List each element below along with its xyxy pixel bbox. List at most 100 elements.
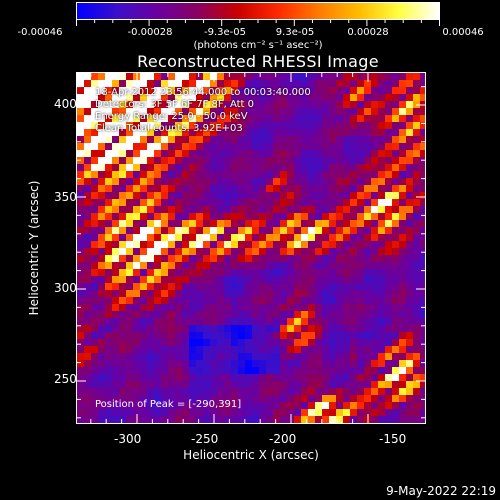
image-pixel	[371, 423, 379, 424]
image-pixel	[308, 80, 316, 88]
image-pixel	[315, 143, 323, 151]
image-pixel	[392, 276, 400, 284]
image-pixel	[399, 248, 407, 256]
reconstructed-image	[77, 73, 425, 424]
image-pixel	[168, 150, 176, 158]
image-pixel	[175, 136, 183, 144]
image-pixel	[378, 367, 386, 375]
image-pixel	[133, 185, 141, 193]
image-pixel	[406, 143, 414, 151]
image-pixel	[231, 283, 239, 291]
image-pixel	[315, 374, 323, 382]
image-pixel	[105, 248, 113, 256]
image-pixel	[91, 157, 99, 165]
image-pixel	[196, 220, 204, 228]
image-pixel	[210, 269, 218, 277]
image-pixel	[245, 395, 253, 403]
image-pixel	[224, 101, 232, 109]
image-pixel	[105, 374, 113, 382]
image-pixel	[182, 178, 190, 186]
image-pixel	[133, 416, 141, 423]
image-pixel	[77, 332, 85, 340]
image-pixel	[133, 283, 141, 291]
image-pixel	[420, 388, 425, 396]
image-pixel	[392, 374, 400, 382]
image-pixel	[217, 192, 225, 200]
image-pixel	[238, 395, 246, 403]
image-pixel	[364, 241, 372, 249]
image-pixel	[357, 311, 365, 319]
image-pixel	[392, 304, 400, 312]
image-pixel	[224, 353, 232, 361]
image-pixel	[217, 346, 225, 354]
image-pixel	[420, 346, 425, 354]
image-pixel	[371, 108, 379, 116]
image-pixel	[364, 248, 372, 256]
image-pixel	[413, 381, 421, 389]
image-pixel	[245, 143, 253, 151]
image-pixel	[385, 318, 393, 326]
image-pixel	[231, 339, 239, 347]
image-pixel	[98, 332, 106, 340]
image-pixel	[301, 402, 309, 410]
image-pixel	[329, 234, 337, 242]
image-pixel	[266, 73, 274, 81]
image-pixel	[413, 122, 421, 130]
image-pixel	[140, 353, 148, 361]
image-pixel	[154, 234, 162, 242]
image-pixel	[77, 241, 85, 249]
image-pixel	[413, 374, 421, 382]
image-pixel	[420, 283, 425, 291]
image-pixel	[266, 213, 274, 221]
image-pixel	[371, 234, 379, 242]
image-pixel	[98, 416, 106, 423]
image-pixel	[231, 395, 239, 403]
image-pixel	[252, 206, 260, 214]
image-pixel	[77, 143, 85, 151]
image-pixel	[210, 122, 218, 130]
image-pixel	[308, 248, 316, 256]
image-pixel	[217, 409, 225, 417]
image-pixel	[413, 423, 421, 424]
image-pixel	[126, 311, 134, 319]
image-pixel	[343, 269, 351, 277]
image-pixel	[392, 199, 400, 207]
image-pixel	[420, 192, 425, 200]
image-pixel	[147, 276, 155, 284]
image-pixel	[336, 409, 344, 417]
image-pixel	[77, 255, 85, 263]
image-pixel	[126, 87, 134, 95]
image-pixel	[154, 87, 162, 95]
image-pixel	[182, 87, 190, 95]
image-pixel	[406, 150, 414, 158]
image-pixel	[133, 150, 141, 158]
image-pixel	[231, 269, 239, 277]
image-pixel	[147, 262, 155, 270]
image-pixel	[189, 297, 197, 305]
image-pixel	[231, 381, 239, 389]
image-pixel	[357, 381, 365, 389]
image-pixel	[315, 367, 323, 375]
image-pixel	[77, 416, 85, 423]
image-pixel	[217, 353, 225, 361]
image-pixel	[217, 164, 225, 172]
image-pixel	[224, 171, 232, 179]
image-pixel	[105, 115, 113, 123]
image-pixel	[196, 136, 204, 144]
image-pixel	[252, 101, 260, 109]
image-pixel	[161, 129, 169, 137]
image-pixel	[147, 353, 155, 361]
image-pixel	[413, 171, 421, 179]
image-pixel	[77, 115, 85, 123]
image-pixel	[140, 241, 148, 249]
image-pixel	[84, 402, 92, 410]
image-pixel	[364, 122, 372, 130]
image-pixel	[413, 115, 421, 123]
image-pixel	[252, 94, 260, 102]
image-pixel	[315, 276, 323, 284]
image-pixel	[147, 234, 155, 242]
image-pixel	[154, 227, 162, 235]
image-pixel	[140, 304, 148, 312]
image-pixel	[231, 164, 239, 172]
image-pixel	[196, 178, 204, 186]
